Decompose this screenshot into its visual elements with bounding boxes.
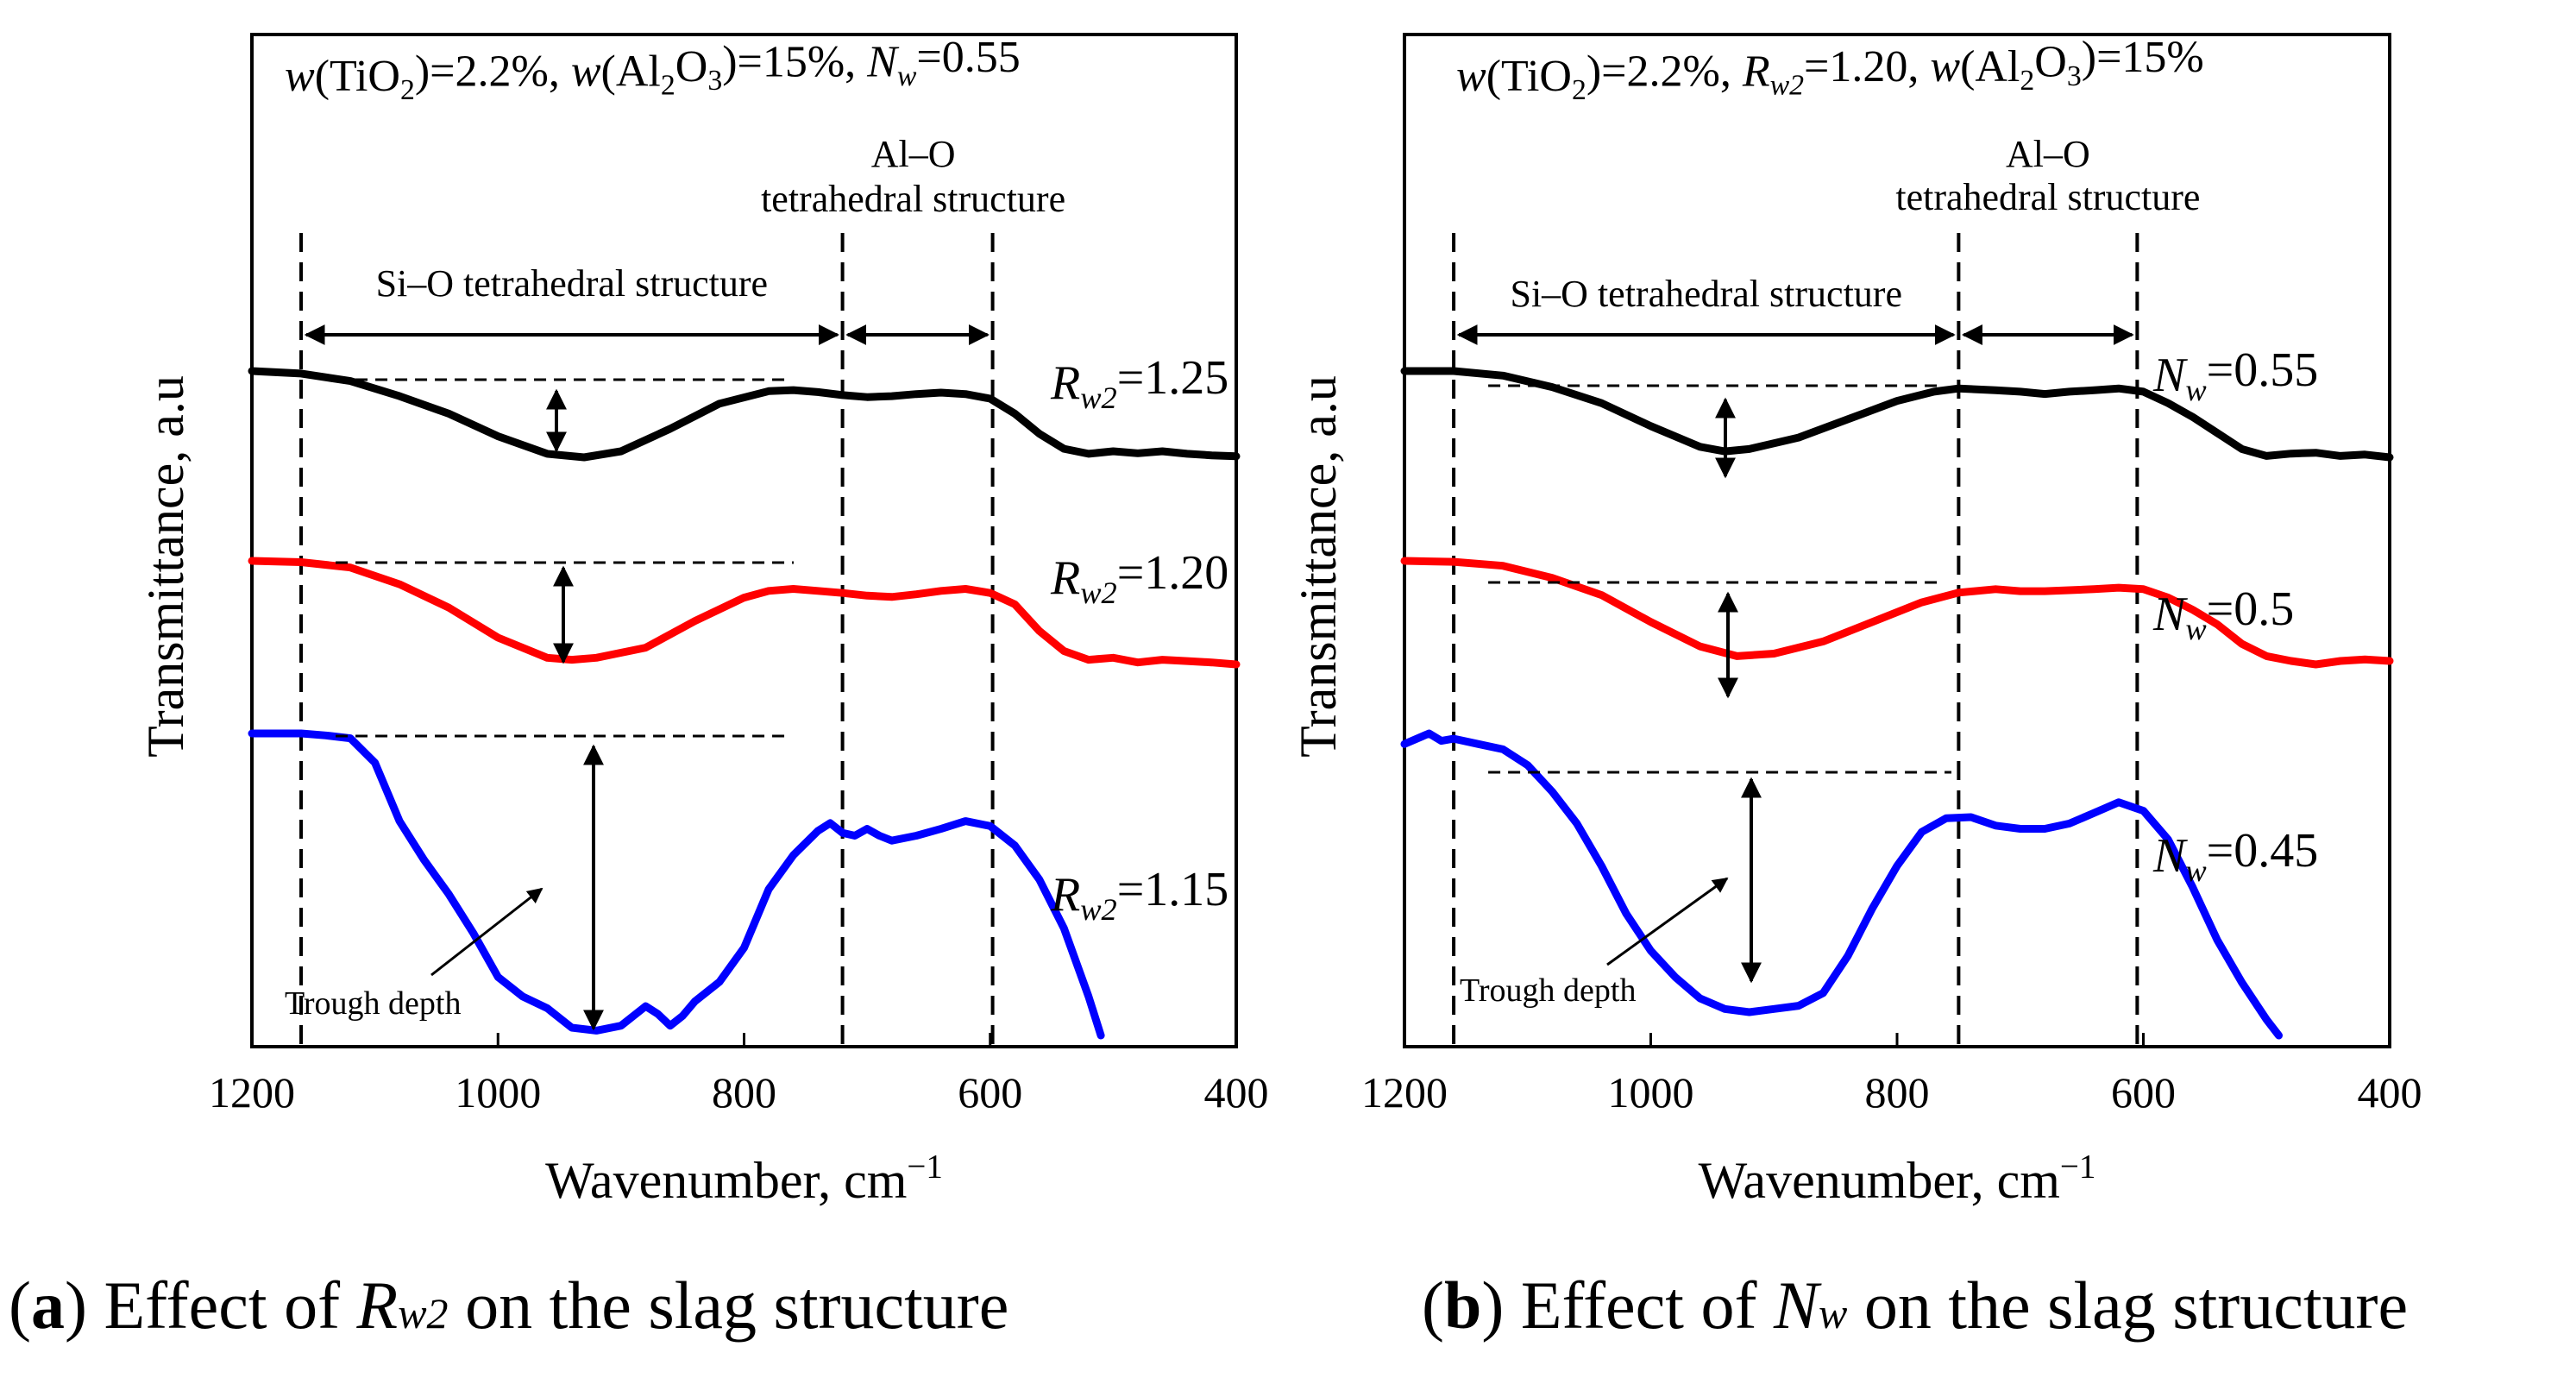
series-line-rw21.15 [248, 729, 1105, 1040]
x-tick-label: 600 [2111, 1068, 2176, 1117]
trough-depth-annotation: Trough depth [1460, 972, 1636, 1009]
caption-b-symbol: N [1773, 1268, 1819, 1343]
series-line-nw0.45 [1400, 729, 2283, 1040]
annotation-pointer [1606, 877, 1729, 966]
al-o-region-label-line2: tetrahedral structure [1895, 176, 2200, 218]
caption-b-symbol-sub: w [1818, 1289, 1848, 1337]
chart-title: w(TiO2​)=2.2%, w(Al2​O3​)=15%, Nw​=0.55 [285, 33, 1021, 106]
x-tick-label: 800 [712, 1068, 776, 1117]
chart-title: w(TiO2​)=2.2%, Rw2​=1.20, w(Al2​O3​)=15% [1456, 33, 2204, 106]
caption-b: (b) Effect of Nw on the slag structure [1422, 1268, 2409, 1343]
series-label: Nw​=0.45 [2152, 824, 2318, 888]
x-tick-label: 1200 [1361, 1068, 1448, 1117]
series-line-nw0.5 [1400, 557, 2394, 669]
x-tick-label: 1000 [455, 1068, 541, 1117]
x-tick-label: 1000 [1608, 1068, 1694, 1117]
caption-a-suffix: on the slag structure [448, 1268, 1009, 1343]
caption-a-symbol-sub: w2 [398, 1289, 449, 1337]
caption-a-letter: a [30, 1268, 65, 1343]
panel-b: 1200 1000 800 600 400 Wavenumber, cm−1 Transmi… [1290, 33, 2422, 1209]
series-label: Nw​=0.5 [2152, 582, 2294, 646]
annotation-pointer [430, 887, 543, 977]
si-o-region-label: Si–O tetrahedral structure [1510, 273, 1902, 315]
si-o-region-label: Si–O tetrahedral structure [376, 262, 769, 305]
series-label: Rw2​=1.25 [1050, 351, 1228, 415]
panel-a: 1200 1000 800 600 400 Wavenumber, cm−1 Transmi… [137, 33, 1269, 1209]
y-axis-label: Transmittance, a.u [1290, 375, 1347, 758]
series-label: Nw​=0.55 [2152, 343, 2318, 407]
al-o-region-label-line1: Al–O [2006, 133, 2090, 175]
x-tick-label: 600 [958, 1068, 1022, 1117]
x-tick-label: 400 [2358, 1068, 2422, 1117]
x-tick-label: 800 [1865, 1068, 1930, 1117]
caption-a-prefix: Effect of [104, 1268, 357, 1343]
y-axis-label: Transmittance, a.u [137, 375, 194, 758]
x-axis-label: Wavenumber, cm−1 [1699, 1148, 2096, 1209]
caption-a: (a) Effect of Rw2 on the slag structure [9, 1268, 1009, 1343]
series-line-rw21.20 [248, 557, 1241, 669]
al-o-region-label-line1: Al–O [871, 133, 956, 175]
x-axis-label: Wavenumber, cm−1 [545, 1148, 943, 1209]
series-line-nw0.55 [1400, 367, 2394, 462]
x-tick-label: 400 [1204, 1068, 1269, 1117]
x-tick-label: 1200 [209, 1068, 295, 1117]
al-o-region-label-line2: tetrahedral structure [761, 178, 1065, 220]
caption-b-suffix: on the slag structure [1847, 1268, 2409, 1343]
caption-b-letter: b [1443, 1268, 1482, 1343]
trough-depth-annotation: Trough depth [285, 985, 461, 1022]
caption-a-symbol: R [356, 1268, 399, 1343]
series-label: Rw2​=1.20 [1050, 546, 1228, 610]
series-label: Rw2​=1.15 [1050, 863, 1228, 927]
series-line-rw21.25 [248, 367, 1241, 462]
caption-b-prefix: Effect of [1520, 1268, 1774, 1343]
